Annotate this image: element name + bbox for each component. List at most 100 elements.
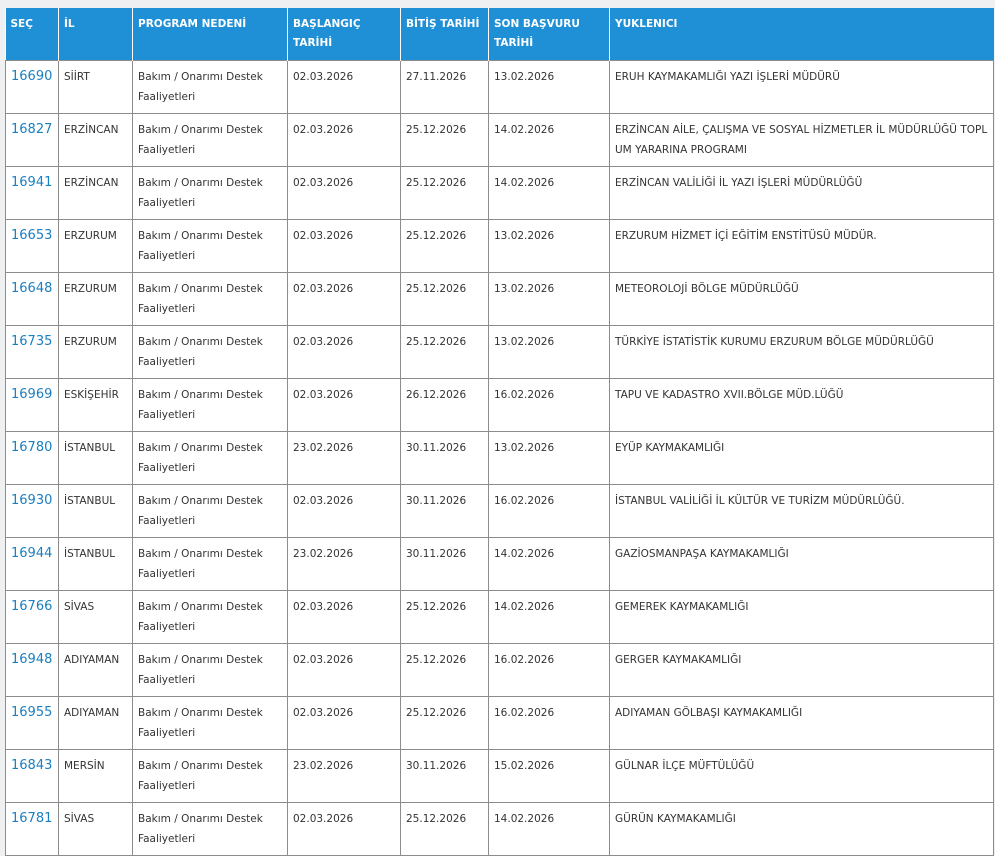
deadline: 13.02.2026 — [488, 219, 610, 273]
table-header: SEÇ İL PROGRAM NEDENİ BAŞLANGIÇ TARİHİ BİTİŞ… — [5, 8, 994, 61]
contractor: TÜRKİYE İSTATİSTİK KURUMU ERZURUM BÖLGE … — [609, 325, 994, 379]
column-header: BİTİŞ TARİHİ — [400, 8, 489, 61]
start-date: 23.02.2026 — [287, 431, 401, 485]
start-date: 02.03.2026 — [287, 696, 401, 750]
deadline: 13.02.2026 — [488, 431, 610, 485]
header-row: SEÇ İL PROGRAM NEDENİ BAŞLANGIÇ TARİHİ BİTİŞ… — [5, 8, 994, 61]
select-link[interactable]: 16930 — [11, 493, 53, 508]
table-row: 16827 ERZİNCAN Bakım / Onarımı Destek Faal… — [5, 113, 994, 167]
deadline: 16.02.2026 — [488, 696, 610, 750]
program-reason: Bakım / Onarımı Destek Faaliyetleri — [132, 219, 288, 273]
province: ERZURUM — [58, 272, 133, 326]
select-link[interactable]: 16690 — [11, 69, 53, 84]
end-date: 25.12.2026 — [400, 113, 489, 167]
select-link[interactable]: 16827 — [11, 122, 53, 137]
program-reason: Bakım / Onarımı Destek Faaliyetleri — [132, 60, 288, 114]
column-header: BAŞLANGIÇ TARİHİ — [287, 8, 401, 61]
cell: 16766 — [5, 590, 59, 644]
table-row: 16780 İSTANBUL Bakım / Onarımı Destek Faal… — [5, 431, 994, 485]
province: ESKİŞEHİR — [58, 378, 133, 432]
end-date: 30.11.2026 — [400, 431, 489, 485]
province: ERZURUM — [58, 325, 133, 379]
table-row: 16648 ERZURUM Bakım / Onarımı Destek Faali… — [5, 272, 994, 326]
end-date: 30.11.2026 — [400, 537, 489, 591]
table-body: 16690 SİİRT Bakım / Onarımı Destek Faaliye… — [5, 60, 994, 856]
cell: 16969 — [5, 378, 59, 432]
province: SİİRT — [58, 60, 133, 114]
deadline: 13.02.2026 — [488, 60, 610, 114]
program-table: SEÇ İL PROGRAM NEDENİ BAŞLANGIÇ TARİHİ BİTİŞ… — [5, 8, 994, 856]
select-link[interactable]: 16944 — [11, 546, 53, 561]
cell: 16843 — [5, 749, 59, 803]
contractor: İSTANBUL VALİLİĞİ İL KÜLTÜR VE TURİZM MÜ… — [609, 484, 994, 538]
column-header: SEÇ — [5, 8, 59, 61]
table-row: 16969 ESKİŞEHİR Bakım / Onarımı Destek Faa… — [5, 378, 994, 432]
deadline: 16.02.2026 — [488, 484, 610, 538]
program-reason: Bakım / Onarımı Destek Faaliyetleri — [132, 749, 288, 803]
province: İSTANBUL — [58, 537, 133, 591]
program-reason: Bakım / Onarımı Destek Faaliyetleri — [132, 696, 288, 750]
select-link[interactable]: 16969 — [11, 387, 53, 402]
start-date: 23.02.2026 — [287, 537, 401, 591]
select-link[interactable]: 16955 — [11, 705, 53, 720]
province: ERZİNCAN — [58, 166, 133, 220]
select-link[interactable]: 16766 — [11, 599, 53, 614]
contractor: ERZURUM HİZMET İÇİ EĞİTİM ENSTİTÜSÜ MÜDÜ… — [609, 219, 994, 273]
table-row: 16941 ERZİNCAN Bakım / Onarımı Destek Faal… — [5, 166, 994, 220]
province: SİVAS — [58, 802, 133, 856]
program-reason: Bakım / Onarımı Destek Faaliyetleri — [132, 378, 288, 432]
province: MERSİN — [58, 749, 133, 803]
program-reason: Bakım / Onarımı Destek Faaliyetleri — [132, 166, 288, 220]
start-date: 02.03.2026 — [287, 113, 401, 167]
contractor: ERZİNCAN AİLE, ÇALIŞMA VE SOSYAL HİZMETL… — [609, 113, 994, 167]
contractor: EYÜP KAYMAKAMLIĞI — [609, 431, 994, 485]
end-date: 25.12.2026 — [400, 643, 489, 697]
contractor: ERZİNCAN VALİLİĞİ İL YAZI İŞLERİ MÜDÜRLÜ… — [609, 166, 994, 220]
table-row: 16955 ADIYAMAN Bakım / Onarımı Destek Faal… — [5, 696, 994, 750]
page-body: SEÇ İL PROGRAM NEDENİ BAŞLANGIÇ TARİHİ BİTİŞ… — [5, 8, 994, 856]
end-date: 27.11.2026 — [400, 60, 489, 114]
program-reason: Bakım / Onarımı Destek Faaliyetleri — [132, 802, 288, 856]
program-reason: Bakım / Onarımı Destek Faaliyetleri — [132, 537, 288, 591]
select-link[interactable]: 16781 — [11, 811, 53, 826]
deadline: 14.02.2026 — [488, 166, 610, 220]
contractor: GEMEREK KAYMAKAMLIĞI — [609, 590, 994, 644]
cell: 16930 — [5, 484, 59, 538]
select-link[interactable]: 16735 — [11, 334, 53, 349]
deadline: 13.02.2026 — [488, 325, 610, 379]
cell: 16735 — [5, 325, 59, 379]
program-reason: Bakım / Onarımı Destek Faaliyetleri — [132, 643, 288, 697]
contractor: GAZİOSMANPAŞA KAYMAKAMLIĞI — [609, 537, 994, 591]
select-link[interactable]: 16780 — [11, 440, 53, 455]
end-date: 25.12.2026 — [400, 802, 489, 856]
start-date: 02.03.2026 — [287, 60, 401, 114]
select-link[interactable]: 16843 — [11, 758, 53, 773]
table-row: 16766 SİVAS Bakım / Onarımı Destek Faaliye… — [5, 590, 994, 644]
deadline: 15.02.2026 — [488, 749, 610, 803]
end-date: 25.12.2026 — [400, 325, 489, 379]
column-header: SON BAŞVURU TARİHİ — [488, 8, 610, 61]
contractor: GÜLNAR İLÇE MÜFTÜLÜĞÜ — [609, 749, 994, 803]
program-reason: Bakım / Onarımı Destek Faaliyetleri — [132, 590, 288, 644]
select-link[interactable]: 16941 — [11, 175, 53, 190]
contractor: GERGER KAYMAKAMLIĞI — [609, 643, 994, 697]
select-link[interactable]: 16653 — [11, 228, 53, 243]
table-row: 16735 ERZURUM Bakım / Onarımı Destek Faali… — [5, 325, 994, 379]
cell: 16648 — [5, 272, 59, 326]
cell: 16780 — [5, 431, 59, 485]
end-date: 25.12.2026 — [400, 219, 489, 273]
program-reason: Bakım / Onarımı Destek Faaliyetleri — [132, 113, 288, 167]
select-link[interactable]: 16948 — [11, 652, 53, 667]
contractor: METEOROLOJİ BÖLGE MÜDÜRLÜĞÜ — [609, 272, 994, 326]
province: SİVAS — [58, 590, 133, 644]
deadline: 14.02.2026 — [488, 113, 610, 167]
program-reason: Bakım / Onarımı Destek Faaliyetleri — [132, 484, 288, 538]
start-date: 02.03.2026 — [287, 219, 401, 273]
select-link[interactable]: 16648 — [11, 281, 53, 296]
start-date: 02.03.2026 — [287, 643, 401, 697]
start-date: 02.03.2026 — [287, 272, 401, 326]
cell: 16781 — [5, 802, 59, 856]
column-header: İL — [58, 8, 133, 61]
cell: 16827 — [5, 113, 59, 167]
table-row: 16930 İSTANBUL Bakım / Onarımı Destek Faal… — [5, 484, 994, 538]
